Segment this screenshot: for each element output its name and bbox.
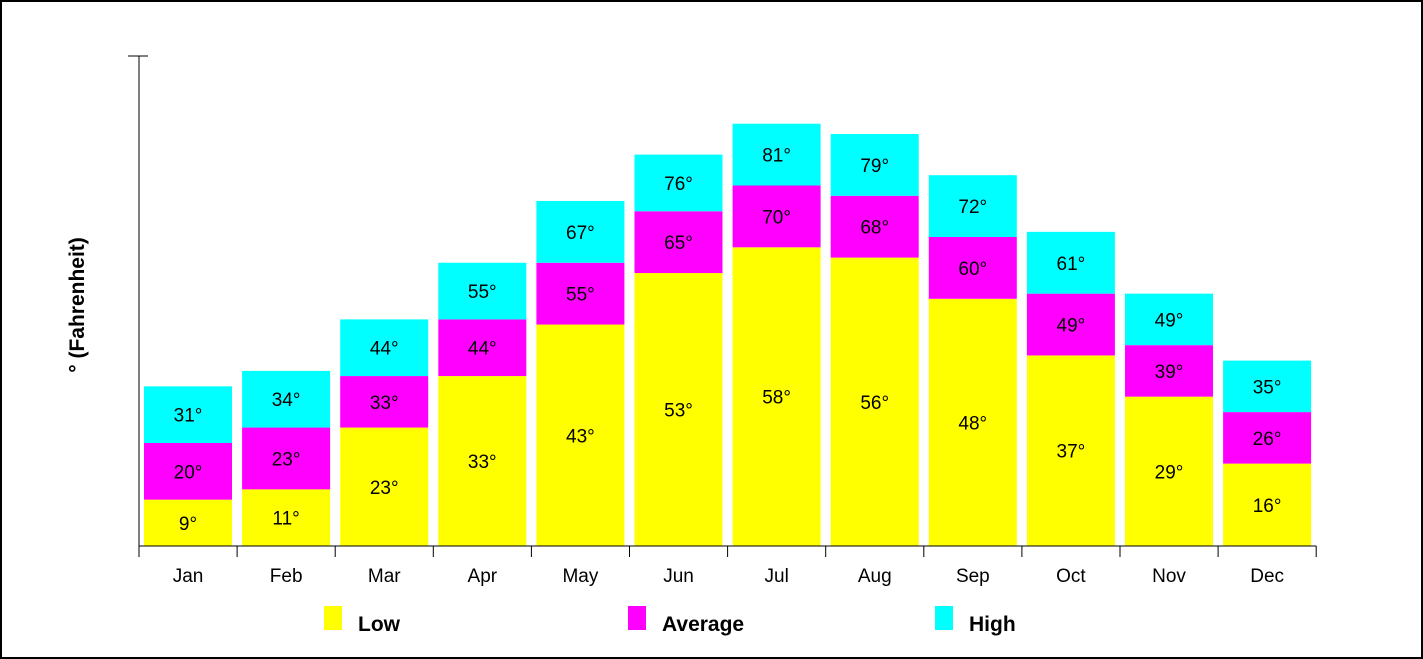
data-label-high-nov: 49° (1155, 310, 1184, 331)
data-label-average-sep: 60° (958, 259, 987, 280)
bar-low-oct (1026, 355, 1115, 546)
data-label-low-jan: 9° (179, 514, 197, 535)
data-label-average-nov: 39° (1155, 362, 1184, 383)
bar-high-may (536, 200, 625, 263)
data-label-average-dec: 26° (1253, 429, 1282, 450)
x-tick-label-apr: Apr (468, 566, 498, 587)
bar-high-jun (634, 154, 723, 212)
data-label-low-may: 43° (566, 426, 595, 447)
x-tick-label-jul: Jul (765, 566, 789, 587)
bars-group: 9° 20° 31° 11° 23° 34° 23° 33° 44° 33° 44° 55° 43° 55… (144, 123, 1312, 547)
data-label-average-feb: 23° (272, 449, 301, 470)
legend-swatch-high (935, 606, 953, 630)
legend-label-low: Low (358, 613, 401, 636)
bar-low-feb (242, 489, 331, 546)
data-label-low-jun: 53° (664, 401, 693, 422)
bar-average-mar (340, 376, 429, 428)
data-label-low-dec: 16° (1253, 496, 1282, 517)
data-label-low-aug: 56° (860, 393, 889, 414)
data-label-average-mar: 33° (370, 393, 399, 414)
bar-high-jul (732, 123, 821, 186)
data-label-high-oct: 61° (1057, 254, 1086, 275)
bar-high-nov (1125, 293, 1213, 346)
bar-low-dec (1223, 463, 1312, 546)
bar-low-jul (732, 247, 821, 547)
bar-low-jan (144, 499, 232, 546)
data-label-high-apr: 55° (468, 282, 497, 303)
data-label-high-aug: 79° (860, 156, 889, 177)
data-label-high-mar: 44° (370, 339, 399, 360)
data-label-high-sep: 72° (958, 197, 987, 218)
data-label-average-jan: 20° (174, 462, 203, 483)
bar-average-feb (242, 427, 331, 490)
legend-label-average: Average (662, 613, 744, 636)
x-tick-label-oct: Oct (1056, 566, 1086, 587)
x-tick-label-mar: Mar (368, 566, 401, 587)
legend: Low Average High (324, 606, 1016, 636)
data-label-low-oct: 37° (1057, 442, 1086, 463)
data-label-low-jul: 58° (762, 388, 791, 409)
legend-swatch-average (628, 606, 646, 630)
data-label-high-jun: 76° (664, 174, 693, 195)
x-tick-label-aug: Aug (858, 566, 892, 587)
data-label-average-may: 55° (566, 285, 595, 306)
data-label-high-dec: 35° (1253, 377, 1282, 398)
data-label-low-feb: 11° (272, 509, 299, 530)
y-axis-label: ° (Fahrenheit) (66, 237, 89, 373)
bar-average-apr (438, 319, 527, 377)
data-label-high-jul: 81° (762, 146, 791, 167)
data-label-average-aug: 68° (860, 218, 889, 239)
bar-average-oct (1026, 293, 1115, 356)
bar-low-may (536, 324, 625, 546)
bar-high-sep (928, 175, 1017, 237)
legend-label-high: High (969, 613, 1016, 636)
bar-low-sep (928, 298, 1017, 546)
bar-average-jun (634, 211, 723, 274)
x-tick-label-may: May (562, 566, 598, 587)
bar-average-may (536, 262, 625, 325)
x-tick-label-feb: Feb (270, 566, 303, 587)
data-label-low-nov: 29° (1155, 462, 1184, 483)
data-label-low-apr: 33° (468, 452, 497, 473)
bar-low-apr (438, 376, 527, 546)
data-label-average-apr: 44° (468, 339, 497, 360)
bar-low-jun (634, 273, 723, 546)
bar-average-jan (144, 443, 232, 500)
data-label-high-feb: 34° (272, 390, 301, 411)
bar-high-aug (830, 134, 919, 196)
legend-swatch-low (324, 606, 342, 630)
x-tick-label-jun: Jun (663, 566, 694, 587)
data-label-average-jul: 70° (762, 207, 791, 228)
bar-high-mar (340, 319, 429, 377)
x-tick-label-dec: Dec (1250, 566, 1284, 587)
data-label-high-jan: 31° (174, 406, 203, 427)
bar-low-mar (340, 427, 429, 546)
x-tick-label-sep: Sep (956, 566, 990, 587)
bar-average-nov (1125, 345, 1213, 397)
bar-average-dec (1223, 412, 1312, 464)
bar-high-dec (1223, 360, 1312, 413)
bar-high-feb (242, 370, 331, 428)
bar-average-sep (928, 237, 1017, 299)
data-label-average-jun: 65° (664, 233, 693, 254)
x-tick-label-jan: Jan (173, 566, 204, 587)
bar-low-aug (830, 257, 919, 546)
bar-low-nov (1125, 396, 1213, 546)
x-tick-label-nov: Nov (1152, 566, 1186, 587)
data-label-low-sep: 48° (958, 413, 987, 434)
bar-average-jul (732, 185, 821, 248)
bar-high-oct (1026, 231, 1115, 294)
data-label-low-mar: 23° (370, 478, 399, 499)
axes-group: Jan Feb Mar Apr May Jun Jul Aug Sep Oct Nov Dec (128, 55, 1317, 587)
data-label-average-oct: 49° (1057, 316, 1086, 337)
bar-average-aug (830, 195, 919, 258)
data-label-high-may: 67° (566, 223, 595, 244)
bar-high-jan (144, 386, 232, 443)
bar-high-apr (438, 262, 527, 320)
